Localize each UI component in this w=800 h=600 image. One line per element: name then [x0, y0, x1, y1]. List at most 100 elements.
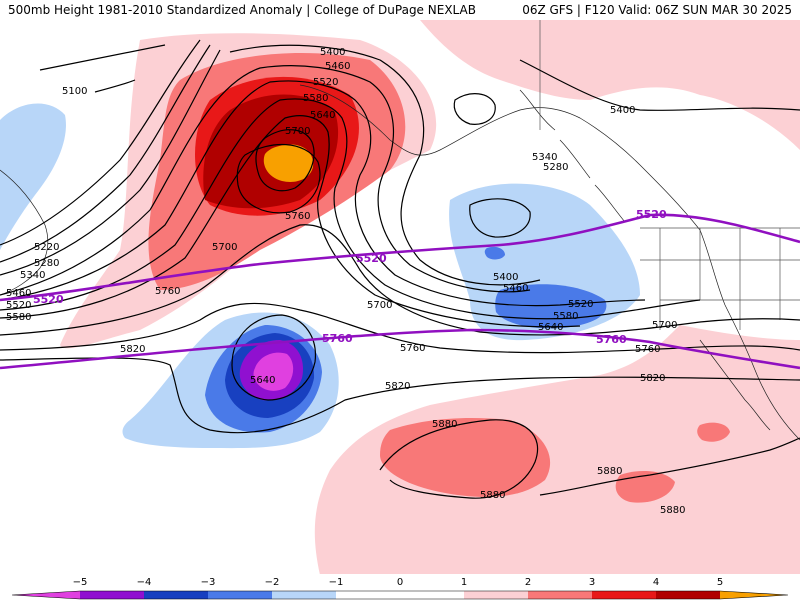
label-5880-south: 5880: [480, 490, 505, 501]
label-5340-gulf: 5340: [532, 152, 557, 163]
contour-5580-ring: [0, 98, 701, 320]
label-5760-center: 5760: [400, 343, 425, 354]
label-5640-low: 5640: [250, 375, 275, 386]
colorbar-segment-neg2: [208, 591, 272, 599]
standard-line-labels: 5520 5520 5520 5760 5760: [33, 208, 667, 346]
contour-5640-low: [231, 314, 317, 401]
colorbar-segment-zero: [336, 591, 464, 599]
height-contours: [0, 39, 800, 499]
label-5880-southeast-a: 5880: [597, 466, 622, 477]
std-label-5760-east: 5760: [596, 333, 627, 346]
contour-labels: 5100 5220 5280 5340 5460 5520 5580 5400 …: [6, 47, 685, 516]
colorbar-segment-neg1: [272, 591, 336, 599]
contour-5760-closed: [236, 144, 321, 214]
colorbar-tick-label: 4: [653, 577, 659, 588]
label-5460-north: 5460: [325, 61, 350, 72]
contour-5340-west: [0, 49, 221, 276]
label-5400-gulf: 5400: [493, 272, 518, 283]
colorbar-tick-label: −2: [265, 577, 280, 588]
colorbar-outline: [11, 590, 789, 600]
colorbar-tick-label: 0: [397, 577, 403, 588]
colorbar-segment-pos1: [464, 591, 528, 599]
colorbar-tick-label: 1: [461, 577, 467, 588]
label-5280-gulf: 5280: [543, 162, 568, 173]
colorbar-segment-pos4: [656, 591, 720, 599]
label-5640-gulf: 5640: [538, 322, 563, 333]
model-run-info: 06Z GFS | F120 Valid: 06Z SUN MAR 30 202…: [522, 3, 792, 17]
colorbar-tick-label: 3: [589, 577, 595, 588]
contour-low-north: [453, 93, 496, 125]
geography-lines: [0, 20, 800, 441]
label-5820-center: 5820: [385, 381, 410, 392]
label-5580-west: 5580: [6, 312, 31, 323]
colorbar-ticks: −5 −4 −3 −2 −1 0 1 2 3 4 5: [73, 577, 724, 588]
colorbar-segment-neg5: [12, 591, 80, 599]
contour-5280-west: [0, 44, 211, 263]
contour-5520-ring: [0, 80, 646, 307]
label-5880-southeast-b: 5880: [660, 505, 685, 516]
coastline-islands: [519, 89, 626, 223]
label-5820-west: 5820: [120, 344, 145, 355]
contour-5460-ring: [0, 65, 531, 296]
std-label-5520-center: 5520: [356, 252, 387, 265]
anomaly-neg5-central-low: [253, 352, 294, 391]
coastline-kamchatka: [0, 169, 49, 296]
colorbar-segment-neg3: [144, 591, 208, 599]
label-5760-east: 5760: [635, 344, 660, 355]
anomaly-pos5-core: [263, 144, 314, 182]
contour-5820: [0, 357, 800, 434]
colorbar-segments: [11, 590, 789, 600]
standard-line-5520: [0, 213, 800, 302]
colorbar-tick-label: −3: [201, 577, 216, 588]
colorbar-tick-label: 2: [525, 577, 531, 588]
label-5460-gulf: 5460: [503, 283, 528, 294]
std-label-5520-east: 5520: [636, 208, 667, 221]
colorbar-tick-label: −4: [137, 577, 152, 588]
standard-height-lines: [0, 213, 800, 370]
contour-5220-west: [0, 39, 201, 246]
label-5400-east: 5400: [610, 105, 635, 116]
anomaly-pos1-southeast: [314, 325, 800, 575]
map-title: 500mb Height 1981-2010 Standardized Anom…: [8, 3, 476, 17]
colorbar-tick-label: 5: [717, 577, 723, 588]
label-5760-west: 5760: [155, 286, 180, 297]
coastline-baja: [699, 339, 771, 431]
contour-5700: [0, 224, 800, 336]
colorbar-segment-pos5: [720, 591, 788, 599]
contour-low-closed-inner: [469, 198, 531, 238]
label-5520-north: 5520: [313, 77, 338, 88]
colorbar-tick-label: −5: [73, 577, 88, 588]
anomaly-pos2-south-east-a: [615, 470, 675, 503]
label-5700-north: 5700: [285, 126, 310, 137]
anomaly-map: 5100 5220 5280 5340 5460 5520 5580 5400 …: [0, 20, 800, 575]
label-5580-gulf: 5580: [553, 311, 578, 322]
label-5400-north: 5400: [320, 47, 345, 58]
contour-5400-east: [519, 59, 800, 111]
label-5700-east: 5700: [652, 320, 677, 331]
coastline-alaska: [299, 84, 800, 441]
anomaly-pos2-south-central: [380, 418, 551, 497]
map-header: 500mb Height 1981-2010 Standardized Anom…: [0, 0, 800, 20]
label-5340: 5340: [20, 270, 45, 281]
std-label-5520-west: 5520: [33, 293, 64, 306]
contour-5880: [379, 419, 800, 499]
label-5520-west: 5520: [6, 300, 31, 311]
label-5640-north: 5640: [310, 110, 335, 121]
label-5520-gulf: 5520: [568, 299, 593, 310]
label-5700-center: 5700: [367, 300, 392, 311]
contour-5100: [39, 44, 166, 93]
border-state-lines: [640, 228, 800, 330]
label-5460-west: 5460: [6, 288, 31, 299]
colorbar-tick-label: −1: [329, 577, 344, 588]
standard-line-5760: [0, 328, 800, 370]
negative-anomaly-shading: [0, 103, 640, 449]
std-label-5760-center: 5760: [322, 332, 353, 345]
label-5880-center: 5880: [432, 419, 457, 430]
label-5760-ridge: 5760: [285, 211, 310, 222]
label-5100: 5100: [62, 86, 87, 97]
label-5580-north: 5580: [303, 93, 328, 104]
anomaly-colorbar: −5 −4 −3 −2 −1 0 1 2 3 4 5: [0, 574, 800, 600]
anomaly-neg2-small: [484, 246, 505, 260]
contour-5400-ring: [229, 44, 541, 286]
anomaly-neg1-far-west: [0, 103, 66, 250]
